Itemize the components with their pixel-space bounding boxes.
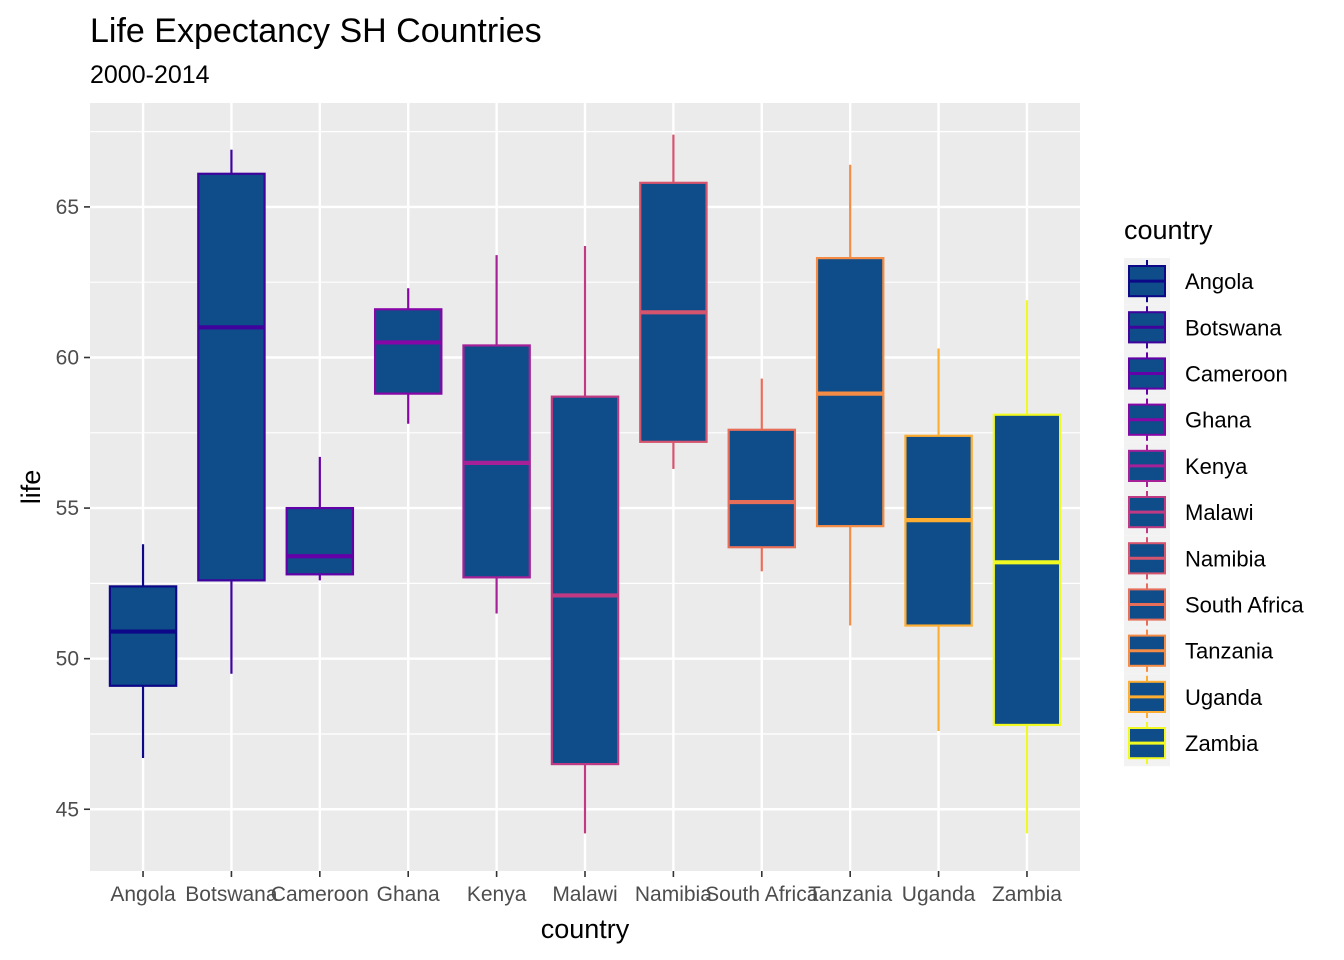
legend-item: Malawi — [1124, 489, 1253, 536]
legend-label: Ghana — [1185, 408, 1252, 433]
y-tick-label: 65 — [56, 196, 79, 219]
legend-item: Botswana — [1124, 304, 1282, 351]
legend-item: Kenya — [1124, 442, 1248, 489]
box-cameroon — [285, 456, 355, 581]
x-tick-label: Ghana — [377, 883, 440, 906]
legend: country Angola Botswana Cameroon Ghana Kenya… — [1124, 215, 1304, 767]
box-iqr — [727, 428, 797, 549]
box-iqr — [197, 172, 266, 582]
box-namibia — [639, 134, 708, 469]
x-tick-label: Tanzania — [808, 883, 892, 906]
box-south-africa — [727, 378, 797, 572]
x-tick-label: Kenya — [467, 883, 527, 906]
legend-label: Kenya — [1185, 454, 1248, 479]
y-tick-label: 55 — [56, 497, 79, 520]
legend-item: South Africa — [1124, 581, 1304, 628]
box-kenya — [462, 255, 531, 614]
legend-label: South Africa — [1185, 593, 1304, 618]
box-iqr — [373, 308, 443, 395]
y-tick-label: 50 — [56, 648, 79, 671]
box-iqr — [550, 395, 620, 766]
legend-label: Uganda — [1185, 685, 1263, 710]
legend-label: Malawi — [1185, 500, 1253, 525]
legend-label: Botswana — [1185, 315, 1282, 340]
box-iqr — [108, 585, 178, 687]
legend-item: Zambia — [1124, 720, 1259, 767]
chart-title: Life Expectancy SH Countries — [90, 12, 542, 50]
legend-item: Angola — [1124, 258, 1254, 305]
x-tick-label: Namibia — [635, 883, 712, 906]
x-tick-label: Zambia — [992, 883, 1062, 906]
legend-label: Angola — [1185, 269, 1254, 294]
box-iqr — [992, 413, 1062, 727]
box-ghana — [373, 288, 443, 424]
box-malawi — [550, 246, 620, 834]
legend-label: Zambia — [1185, 731, 1259, 756]
y-tick-label: 45 — [56, 798, 79, 821]
y-axis-title: life — [16, 470, 46, 505]
box-uganda — [904, 348, 973, 731]
boxes — [108, 134, 1062, 834]
legend-label: Namibia — [1185, 546, 1266, 571]
chart-subtitle: 2000-2014 — [90, 61, 210, 89]
x-tick-label: South Africa — [705, 883, 819, 906]
y-axis: 45 50 55 60 65 — [56, 196, 90, 821]
legend-title: country — [1124, 215, 1213, 245]
legend-item: Namibia — [1124, 535, 1266, 582]
box-iqr — [904, 434, 973, 627]
x-tick-label: Cameroon — [271, 883, 369, 906]
x-axis-title: country — [541, 914, 630, 944]
legend-item: Uganda — [1124, 673, 1263, 720]
legend-item: Ghana — [1124, 396, 1252, 443]
box-tanzania — [815, 164, 885, 626]
box-zambia — [992, 300, 1062, 834]
legend-label: Cameroon — [1185, 362, 1288, 387]
legend-item: Tanzania — [1124, 627, 1274, 674]
box-angola — [108, 544, 178, 759]
y-tick-label: 60 — [56, 346, 79, 369]
legend-items: Angola Botswana Cameroon Ghana Kenya Malawi Na… — [1124, 258, 1304, 767]
box-botswana — [197, 149, 266, 674]
legend-label: Tanzania — [1185, 639, 1274, 664]
x-tick-label: Botswana — [185, 883, 278, 906]
legend-item: Cameroon — [1124, 350, 1288, 397]
x-tick-label: Malawi — [552, 883, 617, 906]
x-tick-label: Uganda — [902, 883, 976, 906]
box-iqr — [285, 506, 355, 576]
x-tick-label: Angola — [110, 883, 176, 906]
